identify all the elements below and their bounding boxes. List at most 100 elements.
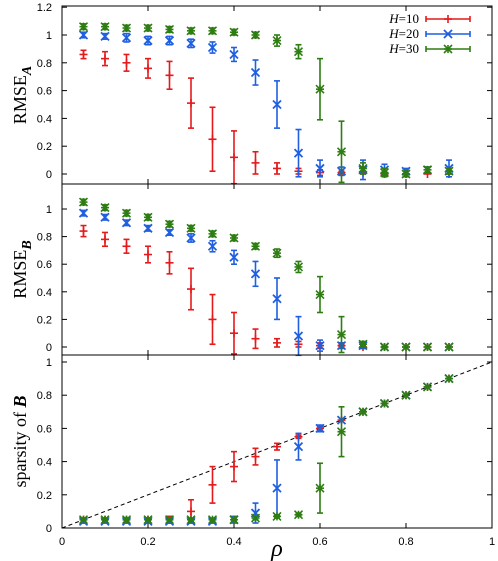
cross-marker [78,208,89,218]
star-marker [143,515,153,525]
legend-label: H=30 [388,41,419,56]
star-marker [143,23,153,33]
y-axis-label: sparsity of B [10,395,30,487]
star-marker [100,515,110,525]
y-axis-label-main: RMSE [10,75,30,124]
cross-marker [250,67,261,78]
star-marker [164,24,175,35]
y-tick-label: 0.8 [37,58,52,70]
star-marker [100,203,110,213]
cross-marker [229,252,239,262]
star-marker [186,26,196,36]
legend-label-main: H [388,41,399,56]
cross-marker [272,294,282,304]
cross-marker [186,38,196,48]
y-axis-label-sub: B [20,240,35,250]
star-marker [78,197,89,207]
star-marker [401,390,411,400]
cross-marker [207,42,218,53]
star-marker [100,22,110,32]
star-marker [336,330,347,340]
star-marker [250,30,261,40]
cross-marker [143,223,153,233]
y-tick-label: 0.8 [37,390,52,402]
x-tick-label: 0.2 [140,536,155,548]
star-marker [143,212,153,222]
y-tick-label: 0.6 [37,259,52,271]
legend-label: H=10 [388,11,419,26]
cross-marker [78,30,89,40]
star-marker [272,35,282,46]
star-marker [121,208,132,218]
star-marker [336,427,347,437]
star-marker [229,233,239,243]
star-marker [78,22,89,32]
legend-label-value: =30 [399,41,419,56]
star-marker [358,339,368,349]
y-tick-label: 1.2 [37,2,52,14]
star-marker [229,515,239,525]
x-tick-label: 0.6 [312,536,327,548]
star-marker [207,229,218,239]
star-marker [229,27,239,37]
star-marker [250,241,261,251]
legend: H=10H=20H=30 [388,11,471,56]
cross-marker [315,163,325,174]
y-tick-label: 0.4 [37,113,52,125]
star-marker [422,382,433,392]
cross-marker [293,442,304,452]
star-marker [444,342,454,352]
legend-label-value: =20 [399,26,419,41]
series-H10 [79,224,453,355]
x-tick-label: 0 [59,536,65,548]
star-marker [401,342,411,352]
legend-label: H=20 [388,26,419,41]
series-H30 [78,197,454,354]
cross-marker [164,35,175,46]
star-marker [444,374,454,384]
star-marker [379,398,390,409]
x-tick-label: 0.8 [398,536,413,548]
star-marker [315,84,325,94]
y-tick-label: 0 [46,342,52,354]
cross-marker [272,483,282,493]
star-marker [186,515,196,525]
y-axis-label: RMSEB [10,240,35,298]
star-marker [164,219,175,229]
star-marker [315,289,325,300]
panel-2: 0 0.2 0.4 0.6 0.8 1 RMSEB [10,183,493,357]
star-marker [358,163,368,174]
y-tick-label: 0.4 [37,457,52,469]
star-marker [443,44,453,54]
y-tick-label: 0.8 [37,232,52,244]
x-axis-label: ρ [270,536,283,561]
legend-label-main: H [388,11,399,26]
cross-marker [121,33,132,43]
legend-label-main: H [388,26,399,41]
cross-marker [121,218,132,228]
y-tick-label: 1 [46,204,52,216]
star-marker [272,248,282,258]
cross-marker [164,227,175,238]
star-marker [121,515,132,525]
y-tick-label: 0.6 [37,86,52,98]
cross-marker [272,99,282,110]
star-marker [315,483,325,493]
series-H30 [78,22,454,184]
cross-marker [229,49,239,60]
star-marker [422,342,433,352]
y-tick-label: 0 [46,169,52,181]
star-marker [293,262,304,272]
y-tick-label: 0.2 [37,490,52,502]
y-tick-label: 0.2 [37,141,52,153]
cross-marker [315,340,325,351]
star-marker [358,407,368,417]
series-H20 [78,373,454,526]
cross-marker [186,233,196,243]
star-marker [78,515,89,525]
cross-marker [315,423,325,434]
y-tick-label: 0.2 [37,314,52,326]
star-marker [293,47,304,57]
